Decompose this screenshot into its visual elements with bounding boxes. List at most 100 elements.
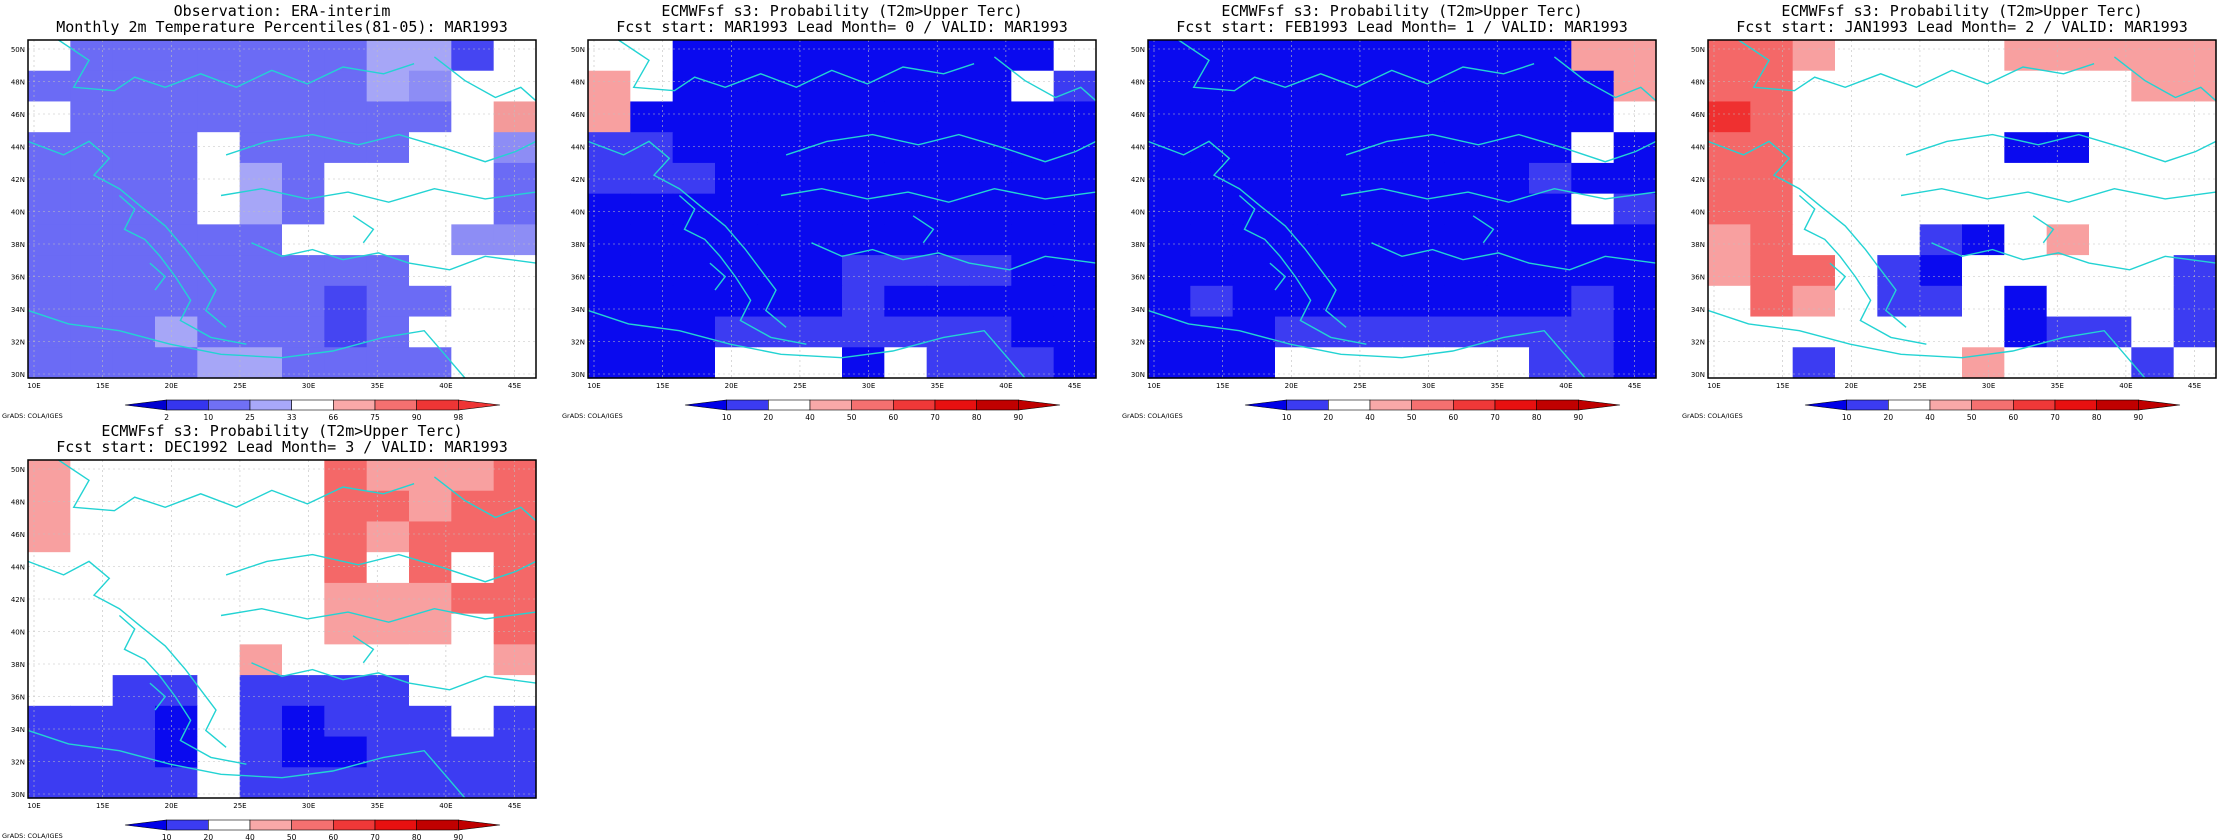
lon-tick-label: 45E xyxy=(1068,382,1081,390)
heatmap-cell xyxy=(1613,347,1657,379)
colorbar-segment xyxy=(1453,399,1496,411)
lat-tick-label: 44N xyxy=(1691,144,1705,152)
heatmap-cell xyxy=(1402,101,1445,133)
lon-tick-label: 15E xyxy=(1776,382,1789,390)
heatmap-cell xyxy=(197,101,241,133)
heatmap-cell xyxy=(2173,193,2217,225)
colorbar-label: 20 xyxy=(1324,413,1334,420)
heatmap-cell xyxy=(630,224,674,256)
heatmap-cell xyxy=(324,40,368,72)
chart-svg: ECMWFsf s3: Probability (T2m>Upper Terc)… xyxy=(562,2,1097,420)
heatmap-cell xyxy=(282,285,325,318)
heatmap-cell xyxy=(282,552,325,584)
heatmap-cell xyxy=(282,644,325,676)
heatmap-cell xyxy=(588,255,631,287)
heatmap-cell xyxy=(1486,255,1530,287)
heatmap-cell xyxy=(1708,255,1751,287)
coastline xyxy=(1798,194,1927,345)
coastline xyxy=(587,140,787,328)
coastline xyxy=(118,614,247,765)
colorbar-label: 10 xyxy=(162,833,172,840)
coastline xyxy=(1707,309,2146,379)
heatmap-cell xyxy=(197,255,241,287)
lon-tick-label: 10E xyxy=(27,802,40,810)
heatmap-cell xyxy=(1613,40,1657,72)
heatmap-cell xyxy=(2173,224,2217,256)
heatmap-cell xyxy=(2089,255,2132,287)
heatmap-cell xyxy=(70,521,114,553)
heatmap-cell xyxy=(1750,193,1794,225)
heatmap-cell xyxy=(2131,255,2175,287)
heatmap-cell xyxy=(1877,40,1921,72)
heatmap-cell xyxy=(112,316,156,348)
heatmap-cell xyxy=(1571,316,1615,348)
lat-tick-label: 34N xyxy=(1691,306,1705,314)
heatmap-cell xyxy=(1486,162,1530,195)
heatmap-cell xyxy=(451,132,495,164)
heatmap-cell xyxy=(1232,162,1276,195)
heatmap-cell xyxy=(324,460,368,492)
heatmap-cell xyxy=(282,193,325,225)
heatmap-cell xyxy=(1053,132,1097,164)
heatmap-cell xyxy=(630,70,674,103)
heatmap-cell xyxy=(197,162,241,195)
heatmap-cell xyxy=(1792,316,1836,348)
heatmap-cell xyxy=(366,40,410,72)
heatmap-cell xyxy=(155,193,198,225)
heatmap-cell xyxy=(757,193,801,225)
heatmap-cell xyxy=(1919,40,1963,72)
heatmap-cell xyxy=(28,644,71,676)
chart-subtitle: Fcst start: JAN1993 Lead Month= 2 / VALI… xyxy=(1736,18,2188,36)
lon-tick-label: 30E xyxy=(302,382,315,390)
colorbar-segment xyxy=(166,399,209,411)
heatmap-cell xyxy=(282,460,325,492)
heatmap-cell xyxy=(842,132,885,164)
heatmap-cell xyxy=(2004,162,2048,195)
heatmap-cell xyxy=(1317,101,1361,133)
colorbar-segment xyxy=(1328,399,1371,411)
heatmap-cell xyxy=(70,40,114,72)
heatmap-cell xyxy=(28,193,71,225)
lon-tick-label: 30E xyxy=(1982,382,1995,390)
heatmap-cell xyxy=(1053,285,1097,318)
lat-tick-label: 30N xyxy=(1131,371,1145,379)
heatmap-cell xyxy=(1275,101,1318,133)
colorbar-label: 90 xyxy=(412,413,422,420)
lat-tick-label: 42N xyxy=(11,176,25,184)
heatmap-cell xyxy=(282,490,325,523)
heatmap-cell xyxy=(1011,101,1055,133)
colorbar-label: 70 xyxy=(2050,413,2060,420)
heatmap-cell xyxy=(1571,347,1615,379)
heatmap-cell xyxy=(493,582,537,615)
lon-tick-label: 35E xyxy=(2051,382,2064,390)
colorbar-segment xyxy=(374,819,417,831)
heatmap-cell xyxy=(1529,70,1572,103)
heatmap-cell xyxy=(1529,285,1572,318)
heatmap-cell xyxy=(2089,347,2132,379)
heatmap-cell xyxy=(409,521,452,553)
heatmap-cell xyxy=(1275,132,1318,164)
heatmap-cell xyxy=(409,193,452,225)
heatmap-cell xyxy=(2004,347,2048,379)
heatmap-cell xyxy=(969,70,1012,103)
heatmap-cell xyxy=(1962,224,2005,256)
colorbar-segment xyxy=(333,819,376,831)
heatmap-cell xyxy=(239,40,283,72)
lat-tick-label: 48N xyxy=(1691,79,1705,87)
heatmap-cell xyxy=(1275,347,1318,379)
heatmap-cell xyxy=(1708,70,1751,103)
heatmap-cell xyxy=(1877,224,1921,256)
heatmap-cell xyxy=(1835,132,1878,164)
heatmap-cell xyxy=(1919,285,1963,318)
heatmap-cell xyxy=(1011,347,1055,379)
heatmap-cell xyxy=(926,70,970,103)
lon-tick-label: 40E xyxy=(2119,382,2132,390)
heatmap-cell xyxy=(1444,224,1488,256)
heatmap-cell xyxy=(1792,40,1836,72)
heatmap-cell xyxy=(1190,193,1234,225)
colorbar-label: 25 xyxy=(245,413,255,420)
lon-tick-label: 15E xyxy=(656,382,669,390)
heatmap-cell xyxy=(842,101,885,133)
lat-tick-label: 44N xyxy=(11,564,25,572)
